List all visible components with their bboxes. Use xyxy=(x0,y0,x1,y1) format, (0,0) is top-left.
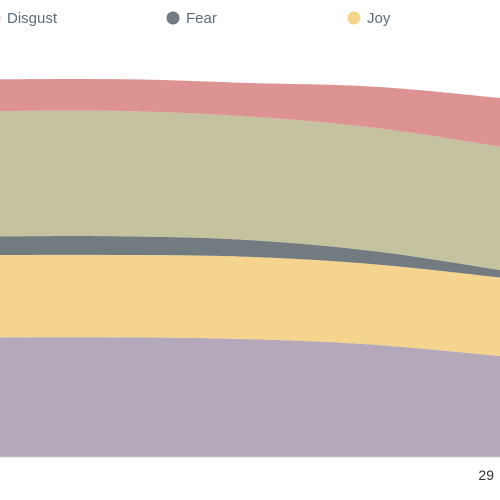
legend-swatch xyxy=(0,15,1,21)
legend-label: Fear xyxy=(186,10,217,27)
area-fear[interactable] xyxy=(0,236,500,278)
legend-label: Disgust xyxy=(7,10,58,27)
area-sadness[interactable] xyxy=(0,337,500,457)
legend-item-disgust[interactable]: Disgust xyxy=(0,10,58,27)
area-anger[interactable] xyxy=(0,78,500,147)
legend-item-fear[interactable]: Fear xyxy=(166,10,217,27)
legend-item-joy[interactable]: Joy xyxy=(347,10,391,27)
legend-swatch xyxy=(166,11,180,25)
x-axis-ticks: 29 xyxy=(478,467,494,483)
area-joy[interactable] xyxy=(0,254,500,357)
x-tick-label: 29 xyxy=(478,467,494,483)
legend-swatch xyxy=(347,11,361,25)
legend: Disgust Fear Joy xyxy=(0,10,391,27)
legend-label: Joy xyxy=(367,10,391,27)
area-series-group xyxy=(0,78,500,457)
area-disgust[interactable] xyxy=(0,110,500,271)
